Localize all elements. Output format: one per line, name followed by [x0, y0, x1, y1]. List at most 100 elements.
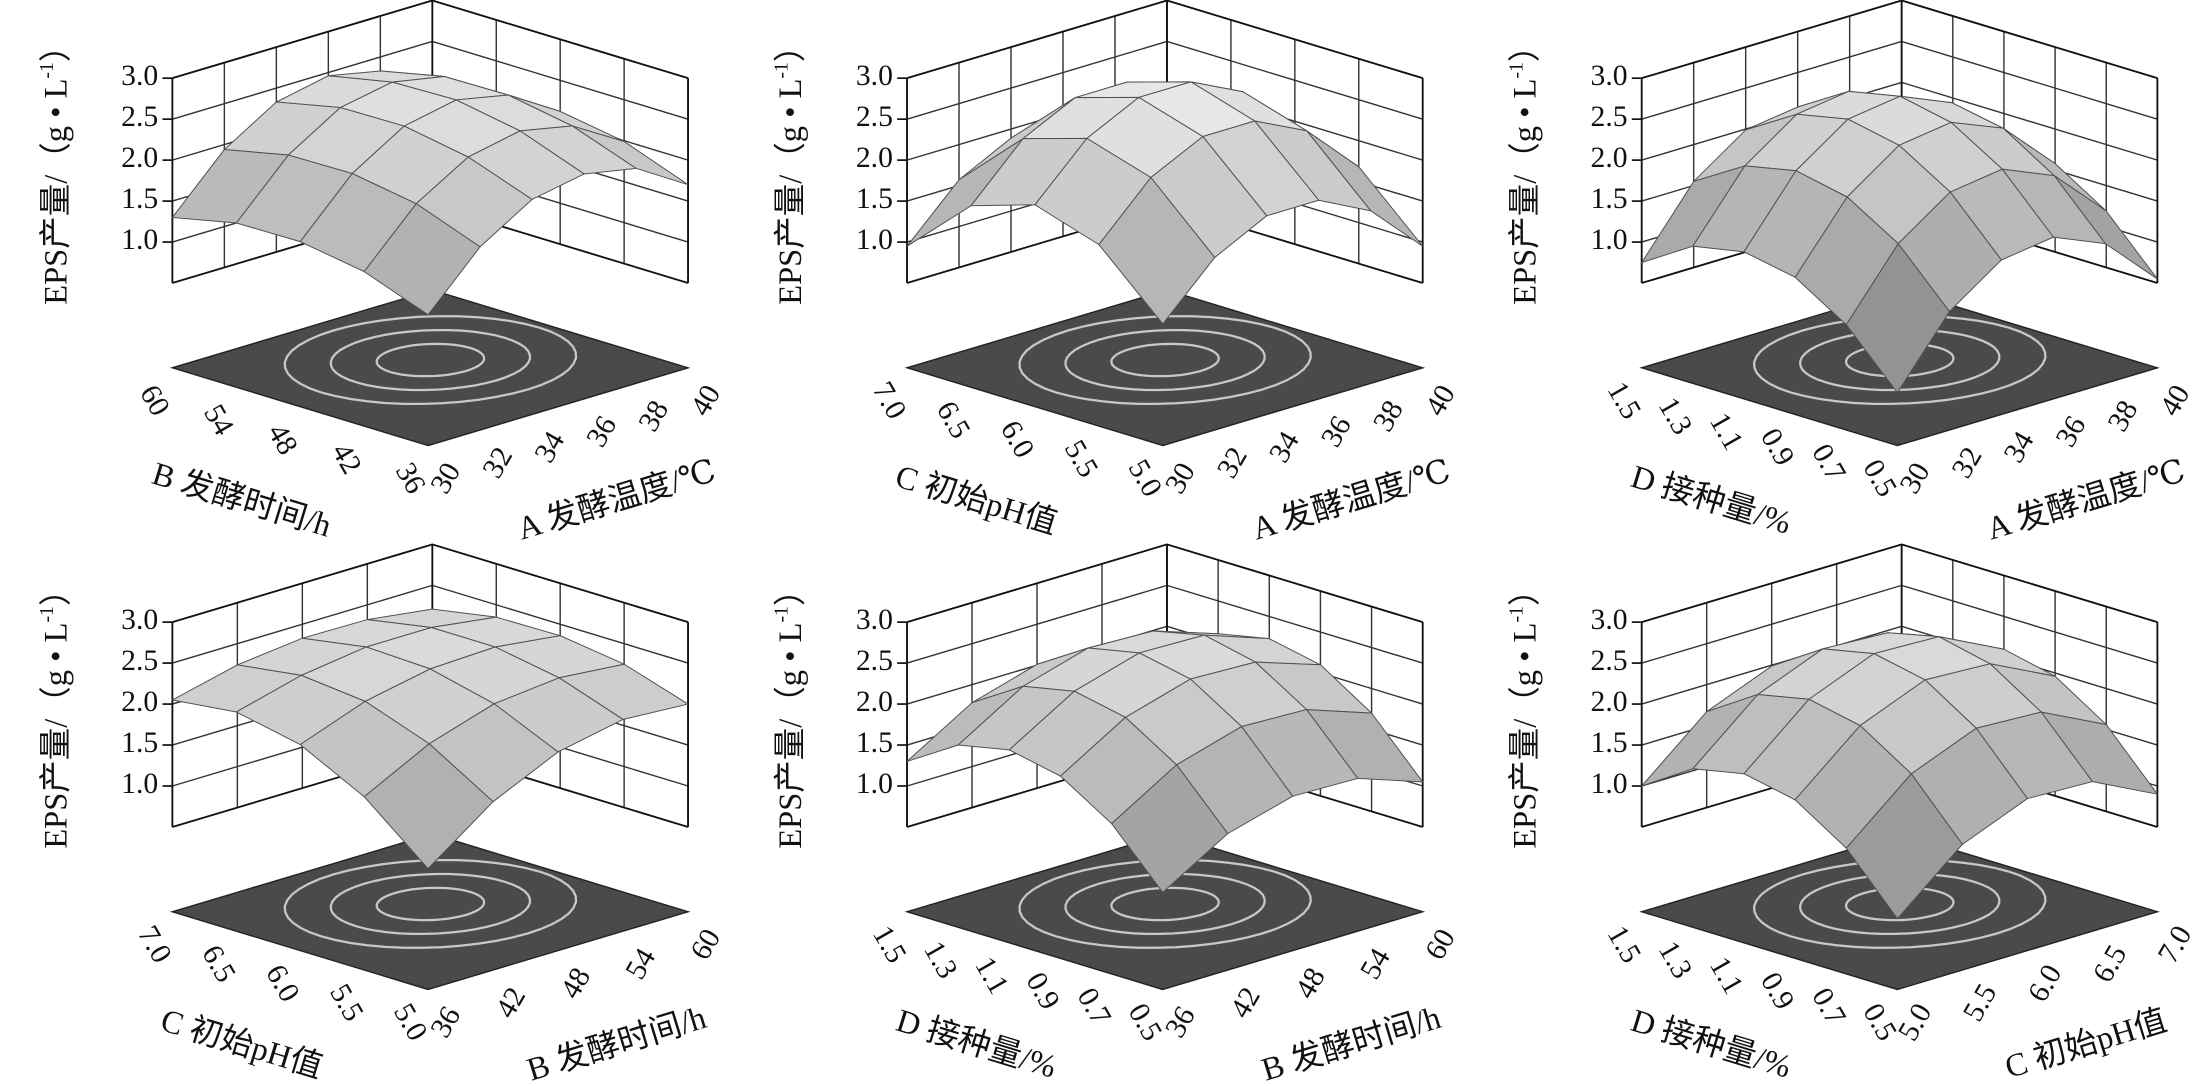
grid-line — [906, 40, 1168, 120]
x-tick-label: 6.5 — [2087, 940, 2133, 988]
x-tick-label: 38 — [1367, 395, 1410, 437]
y-tick-label: 1.5 — [1601, 921, 1647, 969]
z-axis-label-close: ） — [1508, 30, 1544, 62]
z-tick-label: 1.0 — [1590, 224, 1627, 256]
x-axis-label: B 发酵时间/h — [1257, 999, 1445, 1086]
z-tick-label: 3.0 — [856, 604, 893, 636]
z-tick-label: 2.5 — [856, 645, 893, 677]
y-tick-label: 1.1 — [1703, 408, 1749, 456]
contour-line — [329, 328, 532, 392]
z-tick-label: 3.0 — [1590, 60, 1627, 92]
x-tick-label: 54 — [620, 943, 663, 985]
y-tick-label: 42 — [325, 438, 368, 480]
x-tick-label: 34 — [1998, 426, 2041, 468]
x-tick-label: 40 — [1419, 380, 1462, 422]
y-tick-label: 1.5 — [866, 921, 912, 969]
z-axis-label-text: EPS产量/（g • L — [772, 623, 809, 849]
z-axis-label: EPS产量/（g • L-1） — [1505, 574, 1544, 849]
y-tick-label: 5.0 — [387, 998, 433, 1046]
y-tick-label: 5.0 — [1122, 454, 1168, 502]
y-tick-label: 1.1 — [968, 952, 1014, 1000]
x-axis-label: A 发酵温度/℃ — [1248, 452, 1455, 547]
box-edge — [1641, 543, 2158, 623]
x-axis-label: A 发酵温度/℃ — [1982, 452, 2189, 547]
z-axis-label-exponent: -1 — [770, 62, 792, 78]
surface-panel: 1.01.52.02.53.030 32 34 36 38 400.50.70.91.11… — [1505, 0, 2197, 547]
contour-line — [1064, 328, 1266, 392]
z-axis-label-close: ） — [773, 574, 809, 606]
x-tick-label: 38 — [633, 395, 676, 437]
z-tick-label: 1.0 — [1590, 768, 1627, 800]
z-axis-label-text: EPS产量/（g • L — [1507, 623, 1544, 849]
contour-line — [329, 872, 532, 936]
z-tick-label: 1.5 — [121, 727, 158, 759]
y-tick-label: 7.0 — [131, 921, 177, 969]
surface-cell — [1098, 176, 1216, 325]
contour-line — [1110, 342, 1220, 378]
z-tick-label: 1.0 — [856, 768, 893, 800]
z-tick-label: 1.5 — [1590, 183, 1627, 215]
x-tick-label: 36 — [1159, 1001, 1202, 1043]
z-axis-label: EPS产量/（g • L-1） — [770, 574, 809, 849]
grid-line — [1641, 40, 1902, 120]
z-tick-label: 2.0 — [856, 686, 893, 718]
x-tick-label: 32 — [477, 442, 520, 484]
grid-line — [1901, 81, 2158, 161]
x-tick-label: 36 — [425, 1001, 468, 1043]
y-tick-label: 6.0 — [994, 415, 1040, 463]
contour-line — [283, 315, 578, 405]
y-tick-label: 0.7 — [1805, 439, 1851, 487]
box-edge — [1641, 0, 2158, 80]
y-tick-label: 0.7 — [1071, 983, 1117, 1031]
z-tick-label: 2.5 — [856, 101, 893, 133]
y-tick-label: 60 — [133, 380, 176, 422]
grid-line — [1901, 584, 2158, 664]
x-tick-label: 32 — [1211, 442, 1254, 484]
x-tick-label: 54 — [1354, 943, 1397, 985]
box-edge — [906, 543, 1423, 623]
z-tick-label: 1.5 — [121, 183, 158, 215]
x-tick-label: 34 — [1263, 426, 1306, 468]
z-tick-label: 1.5 — [1590, 727, 1627, 759]
z-tick-label: 1.0 — [856, 224, 893, 256]
y-axis-label: D 接种量/% — [1627, 458, 1796, 542]
x-tick-label: 36 — [581, 411, 624, 453]
y-tick-label: 48 — [261, 419, 304, 461]
x-tick-label: 60 — [1419, 924, 1462, 966]
z-axis-label-text: EPS产量/（g • L — [38, 79, 75, 305]
z-tick-label: 3.0 — [856, 60, 893, 92]
x-tick-label: 30 — [1159, 457, 1202, 499]
x-tick-label: 34 — [529, 426, 572, 468]
x-tick-label: 38 — [2102, 395, 2145, 437]
contour-line — [1018, 315, 1312, 405]
z-tick-label: 2.5 — [121, 645, 158, 677]
z-axis-label-text: EPS产量/（g • L — [772, 79, 809, 305]
z-axis-label-close: ） — [39, 30, 75, 62]
y-tick-label: 0.9 — [1754, 423, 1800, 471]
x-tick-label: 36 — [1315, 411, 1358, 453]
y-tick-label: 5.5 — [1058, 435, 1104, 483]
contour-line — [1110, 886, 1220, 922]
y-tick-label: 1.3 — [1652, 936, 1698, 984]
y-tick-label: 0.9 — [1754, 967, 1800, 1015]
z-axis-label: EPS产量/（g • L-1） — [770, 30, 809, 305]
z-tick-label: 2.0 — [856, 142, 893, 174]
y-axis-label: C 初始pH值 — [157, 1002, 327, 1086]
x-tick-label: 42 — [1224, 982, 1267, 1024]
x-tick-label: 32 — [1946, 442, 1989, 484]
contour-line — [283, 859, 578, 949]
surface-panel: 1.0 1.5 2.0 2.5 3.0 36 42 48 54 60 0.50.70.91.11.3… — [770, 543, 1462, 1086]
y-tick-label: 1.3 — [917, 936, 963, 984]
z-axis-label-text: EPS产量/（g • L — [1507, 79, 1544, 305]
z-axis-label-exponent: -1 — [36, 606, 58, 622]
z-tick-label: 1.5 — [856, 183, 893, 215]
y-tick-label: 6.5 — [195, 940, 241, 988]
y-tick-label: 54 — [197, 399, 240, 441]
z-axis-label: EPS产量/（g • L-1） — [36, 574, 75, 849]
z-axis-label-exponent: -1 — [1505, 62, 1527, 78]
y-tick-label: 5.5 — [323, 979, 369, 1027]
y-tick-label: 1.5 — [1601, 377, 1647, 425]
contour-line — [375, 886, 486, 922]
contour-line — [1064, 872, 1266, 936]
